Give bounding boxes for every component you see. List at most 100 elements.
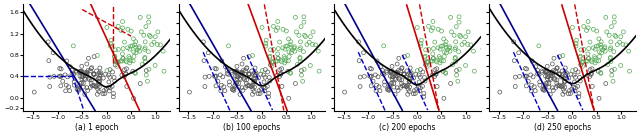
- Point: [557, 93, 568, 95]
- Point: [392, 63, 403, 65]
- Point: [168, 38, 179, 40]
- X-axis label: (d) 250 epochs: (d) 250 epochs: [534, 123, 591, 132]
- Point: [210, 67, 220, 69]
- Point: [528, 76, 538, 78]
- Point: [110, 49, 120, 51]
- Point: [273, 53, 283, 55]
- Point: [412, 88, 422, 90]
- Point: [590, 57, 600, 59]
- Point: [548, 89, 558, 92]
- Point: [141, 69, 152, 72]
- Point: [89, 73, 99, 75]
- Point: [380, 84, 390, 86]
- Point: [256, 88, 266, 90]
- Point: [420, 49, 431, 51]
- Point: [600, 50, 611, 52]
- Point: [546, 75, 556, 77]
- Point: [78, 86, 88, 88]
- Point: [451, 26, 461, 28]
- Point: [63, 86, 74, 88]
- Point: [439, 51, 449, 53]
- Point: [105, 76, 115, 78]
- Point: [44, 60, 54, 62]
- Point: [299, 68, 309, 70]
- Point: [72, 71, 82, 73]
- Point: [428, 53, 438, 55]
- X-axis label: (c) 200 epochs: (c) 200 epochs: [379, 123, 435, 132]
- Point: [281, 30, 291, 32]
- Point: [525, 74, 536, 76]
- Point: [428, 57, 438, 60]
- Point: [125, 45, 136, 47]
- Point: [101, 88, 111, 90]
- Point: [259, 90, 269, 92]
- Point: [579, 25, 589, 27]
- Point: [534, 45, 544, 47]
- Point: [143, 51, 154, 53]
- Point: [554, 73, 564, 75]
- Point: [255, 92, 265, 95]
- Point: [399, 73, 409, 75]
- Point: [439, 55, 449, 58]
- Point: [84, 78, 95, 81]
- Point: [249, 81, 259, 83]
- Point: [250, 80, 260, 82]
- Point: [211, 85, 221, 87]
- Point: [386, 70, 396, 73]
- Point: [380, 81, 390, 83]
- Point: [438, 60, 449, 62]
- Point: [463, 31, 474, 33]
- Point: [520, 67, 531, 69]
- Point: [573, 96, 584, 98]
- Point: [387, 82, 397, 84]
- Point: [246, 70, 257, 72]
- Point: [542, 82, 552, 84]
- Point: [153, 31, 163, 33]
- Point: [232, 65, 242, 67]
- Point: [560, 80, 570, 83]
- Point: [280, 57, 290, 59]
- Point: [468, 50, 479, 52]
- Point: [585, 75, 595, 78]
- Point: [250, 80, 260, 83]
- Point: [251, 72, 261, 74]
- Point: [278, 28, 288, 30]
- Point: [122, 68, 132, 70]
- Point: [390, 77, 400, 80]
- Point: [264, 92, 274, 95]
- Point: [537, 71, 547, 73]
- Point: [248, 77, 259, 79]
- Point: [99, 90, 109, 92]
- Point: [237, 74, 247, 77]
- Point: [373, 76, 383, 78]
- Point: [98, 93, 108, 95]
- Point: [510, 85, 520, 88]
- Point: [284, 55, 294, 58]
- Point: [372, 60, 382, 62]
- Point: [246, 85, 257, 87]
- Point: [388, 86, 399, 88]
- Point: [323, 38, 333, 40]
- Point: [403, 93, 413, 95]
- Point: [260, 76, 270, 78]
- Point: [262, 85, 273, 87]
- Point: [561, 77, 571, 79]
- Point: [228, 87, 239, 89]
- Point: [556, 76, 566, 78]
- Point: [521, 85, 531, 87]
- Point: [222, 69, 232, 71]
- Point: [268, 25, 278, 27]
- Point: [454, 34, 465, 36]
- Point: [387, 70, 397, 72]
- Point: [84, 77, 94, 79]
- Point: [509, 41, 519, 43]
- Point: [359, 75, 369, 78]
- Point: [82, 74, 92, 77]
- Point: [81, 72, 91, 74]
- Point: [371, 84, 381, 86]
- Point: [238, 89, 248, 92]
- Point: [129, 55, 139, 58]
- Point: [124, 62, 134, 64]
- Point: [414, 74, 424, 76]
- Point: [248, 88, 258, 90]
